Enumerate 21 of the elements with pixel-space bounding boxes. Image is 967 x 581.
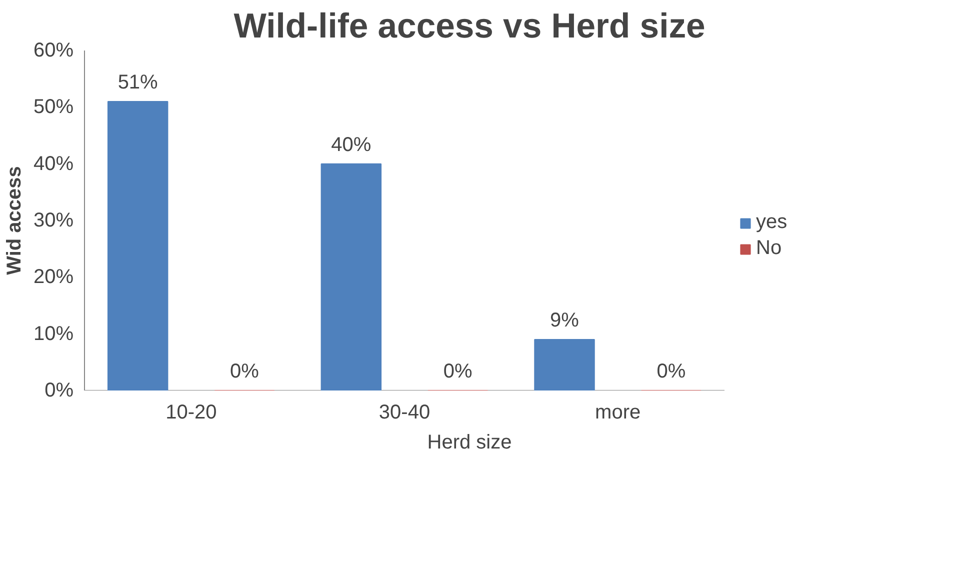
x-tick-label: 10-20	[166, 402, 217, 424]
y-tick-label: 20%	[33, 266, 74, 288]
legend-label: yes	[756, 211, 788, 234]
data-label: 9%	[550, 310, 580, 332]
x-tick-label: more	[595, 402, 641, 424]
y-tick-label: 60%	[33, 40, 74, 62]
y-tick-label: 40%	[33, 152, 74, 175]
y-tick-label: 10%	[33, 322, 74, 345]
y-axis-title: Wid access	[3, 166, 26, 275]
data-label: 0%	[230, 360, 260, 382]
legend-label: No	[756, 237, 782, 260]
data-label: 0%	[443, 360, 473, 382]
y-tick-label: 50%	[33, 96, 74, 118]
chart-title: Wild-life access vs Herd size	[234, 8, 706, 46]
data-label: 51%	[118, 72, 158, 94]
data-label: 40%	[331, 134, 372, 156]
x-axis-title: Herd size	[427, 432, 512, 454]
data-label: 0%	[656, 360, 686, 382]
y-tick-label: 30%	[33, 210, 74, 232]
y-tick-label: 0%	[44, 380, 74, 402]
x-tick-label: 30-40	[378, 402, 430, 424]
